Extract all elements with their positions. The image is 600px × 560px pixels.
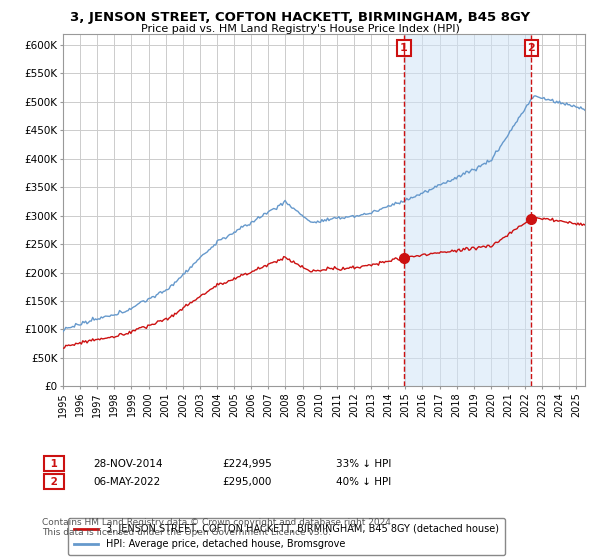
Text: £295,000: £295,000 xyxy=(222,477,271,487)
Text: Price paid vs. HM Land Registry's House Price Index (HPI): Price paid vs. HM Land Registry's House … xyxy=(140,24,460,34)
Text: 3, JENSON STREET, COFTON HACKETT, BIRMINGHAM, B45 8GY: 3, JENSON STREET, COFTON HACKETT, BIRMIN… xyxy=(70,11,530,24)
Text: 06-MAY-2022: 06-MAY-2022 xyxy=(93,477,160,487)
Text: 40% ↓ HPI: 40% ↓ HPI xyxy=(336,477,391,487)
Text: 28-NOV-2014: 28-NOV-2014 xyxy=(93,459,163,469)
Text: 1: 1 xyxy=(400,43,408,53)
Text: £224,995: £224,995 xyxy=(222,459,272,469)
Text: 1: 1 xyxy=(47,459,61,469)
Text: 2: 2 xyxy=(47,477,61,487)
Bar xyxy=(404,34,532,386)
Text: 33% ↓ HPI: 33% ↓ HPI xyxy=(336,459,391,469)
Legend: 3, JENSON STREET, COFTON HACKETT, BIRMINGHAM, B45 8GY (detached house), HPI: Ave: 3, JENSON STREET, COFTON HACKETT, BIRMIN… xyxy=(68,518,505,555)
Text: Contains HM Land Registry data © Crown copyright and database right 2024.
This d: Contains HM Land Registry data © Crown c… xyxy=(42,518,394,538)
Text: 2: 2 xyxy=(527,43,535,53)
